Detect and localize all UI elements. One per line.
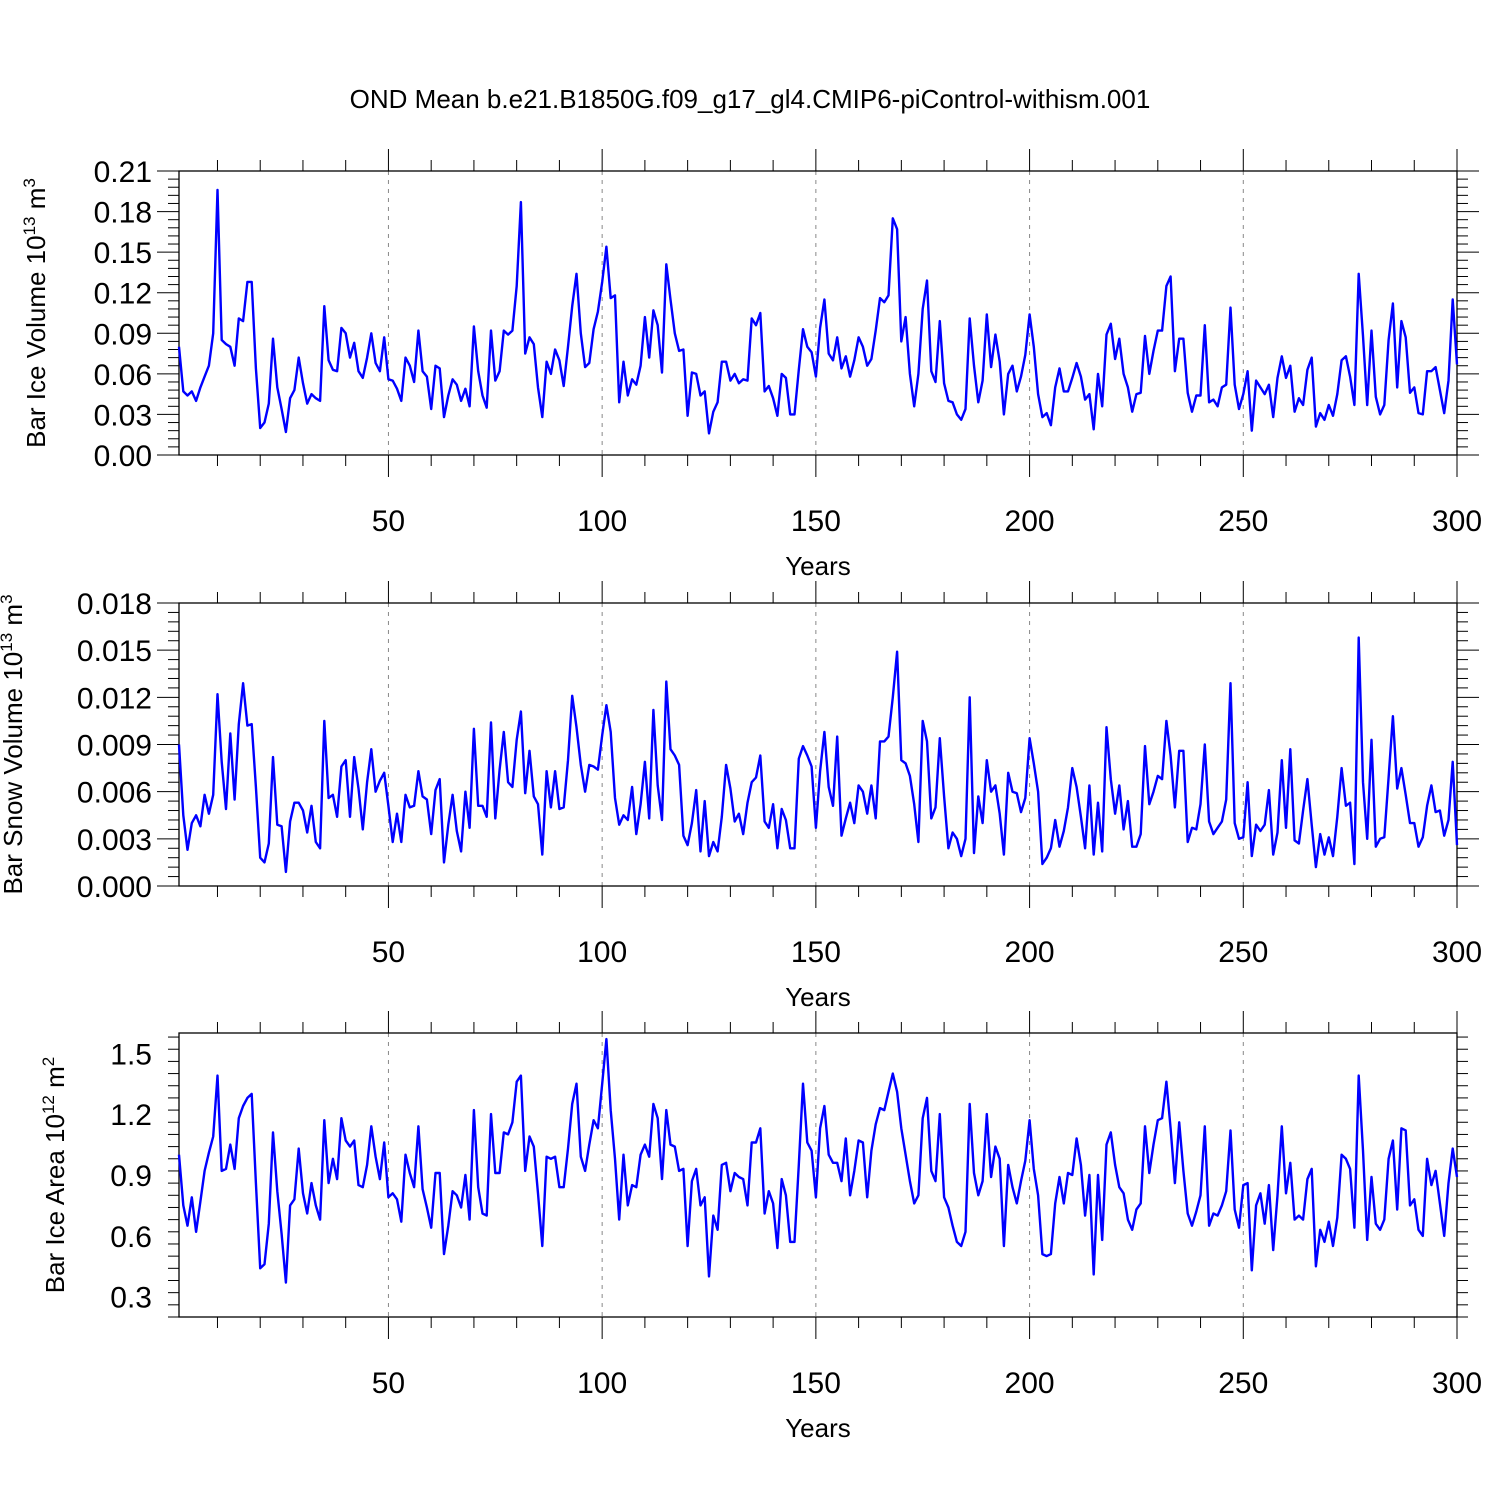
x-axis-label: Years bbox=[785, 1413, 851, 1443]
y-tick-label: 0.015 bbox=[77, 635, 152, 668]
x-tick-label: 200 bbox=[1005, 936, 1055, 969]
y-tick-label: 0.12 bbox=[94, 278, 152, 311]
x-tick-label: 250 bbox=[1218, 1367, 1268, 1400]
y-tick-label: 0.6 bbox=[110, 1221, 152, 1254]
y-axis-label-prefix: Bar Ice Volume 10 bbox=[21, 235, 51, 447]
panel-bar-ice-area: 0.3 0.6 0.9 1.2 1.5 50 100 150 200 250 300 Years Bar… bbox=[39, 1011, 1482, 1443]
y-tick-label: 0.000 bbox=[77, 871, 152, 904]
x-tick-label: 200 bbox=[1005, 505, 1055, 538]
panel-bar-ice-volume: 0.00 0.03 0.06 0.09 0.12 0.15 0.18 0.21 50 100 150… bbox=[20, 149, 1482, 581]
x-tick-label: 250 bbox=[1218, 936, 1268, 969]
y-axis-label-unit: m bbox=[40, 1066, 70, 1095]
y-axis-label: Bar Snow Volume 1013 m3 bbox=[0, 594, 28, 894]
y-axis-label-unit: m bbox=[0, 604, 28, 633]
y-tick-label: 0.21 bbox=[94, 156, 152, 189]
series-line-bar-ice-volume bbox=[177, 188, 1459, 435]
y-tick-label: 0.06 bbox=[94, 359, 152, 392]
y-axis-label-exponent: 13 bbox=[0, 633, 16, 652]
x-tick-label: 50 bbox=[372, 505, 405, 538]
chart-panels: 0.00 0.03 0.06 0.09 0.12 0.15 0.18 0.21 50 100 150… bbox=[0, 149, 1482, 1443]
x-tick-label: 150 bbox=[791, 505, 841, 538]
y-axis-label-unit-exponent: 3 bbox=[0, 594, 16, 603]
y-axis-label-unit: m bbox=[21, 188, 51, 217]
series-line-bar-snow-volume bbox=[177, 636, 1459, 874]
plot-frame bbox=[178, 602, 1458, 887]
y-tick-label: 0.006 bbox=[77, 777, 152, 810]
x-tick-label: 100 bbox=[577, 1367, 627, 1400]
y-axis-label-exponent: 13 bbox=[20, 216, 39, 235]
y-tick-label: 0.03 bbox=[94, 399, 152, 432]
y-tick-label: 0.012 bbox=[77, 682, 152, 715]
y-tick-label: 0.00 bbox=[94, 440, 152, 473]
y-tick-label: 0.009 bbox=[77, 730, 152, 763]
y-tick-label: 0.18 bbox=[94, 197, 152, 230]
y-tick-label: 0.018 bbox=[77, 588, 152, 621]
x-tick-label: 200 bbox=[1005, 1367, 1055, 1400]
x-axis-label: Years bbox=[785, 551, 851, 581]
x-tick-label: 100 bbox=[577, 505, 627, 538]
y-tick-label: 0.15 bbox=[94, 237, 152, 270]
x-tick-label: 150 bbox=[791, 1367, 841, 1400]
panel-bar-snow-volume: 0.000 0.003 0.006 0.009 0.012 0.015 0.018 50 100… bbox=[0, 581, 1482, 1012]
x-tick-label: 50 bbox=[372, 936, 405, 969]
x-tick-label: 300 bbox=[1432, 1367, 1482, 1400]
y-axis-label-prefix: Bar Snow Volume 10 bbox=[0, 652, 28, 895]
plot-frame bbox=[178, 170, 1458, 456]
y-tick-label: 0.3 bbox=[110, 1282, 152, 1315]
x-tick-label: 150 bbox=[791, 936, 841, 969]
y-axis-label-prefix: Bar Ice Area 10 bbox=[40, 1114, 70, 1293]
y-tick-label: 1.2 bbox=[110, 1099, 152, 1132]
y-tick-label: 0.003 bbox=[77, 824, 152, 857]
y-tick-label: 0.09 bbox=[94, 318, 152, 351]
y-tick-label: 1.5 bbox=[110, 1038, 152, 1071]
x-tick-label: 300 bbox=[1432, 505, 1482, 538]
y-axis-label-unit-exponent: 3 bbox=[20, 178, 39, 187]
y-axis-label-unit-exponent: 2 bbox=[39, 1057, 58, 1066]
y-tick-label: 0.9 bbox=[110, 1160, 152, 1193]
series-line-bar-ice-area bbox=[177, 1037, 1459, 1284]
chart-title: OND Mean b.e21.B1850G.f09_g17_gl4.CMIP6-… bbox=[350, 84, 1151, 114]
y-axis-label: Bar Ice Volume 1013 m3 bbox=[20, 178, 51, 448]
x-tick-label: 250 bbox=[1218, 505, 1268, 538]
x-tick-label: 100 bbox=[577, 936, 627, 969]
x-tick-label: 50 bbox=[372, 1367, 405, 1400]
y-axis-label: Bar Ice Area 1012 m2 bbox=[39, 1057, 70, 1294]
x-tick-label: 300 bbox=[1432, 936, 1482, 969]
y-axis-label-exponent: 12 bbox=[39, 1095, 58, 1114]
x-axis-label: Years bbox=[785, 982, 851, 1012]
